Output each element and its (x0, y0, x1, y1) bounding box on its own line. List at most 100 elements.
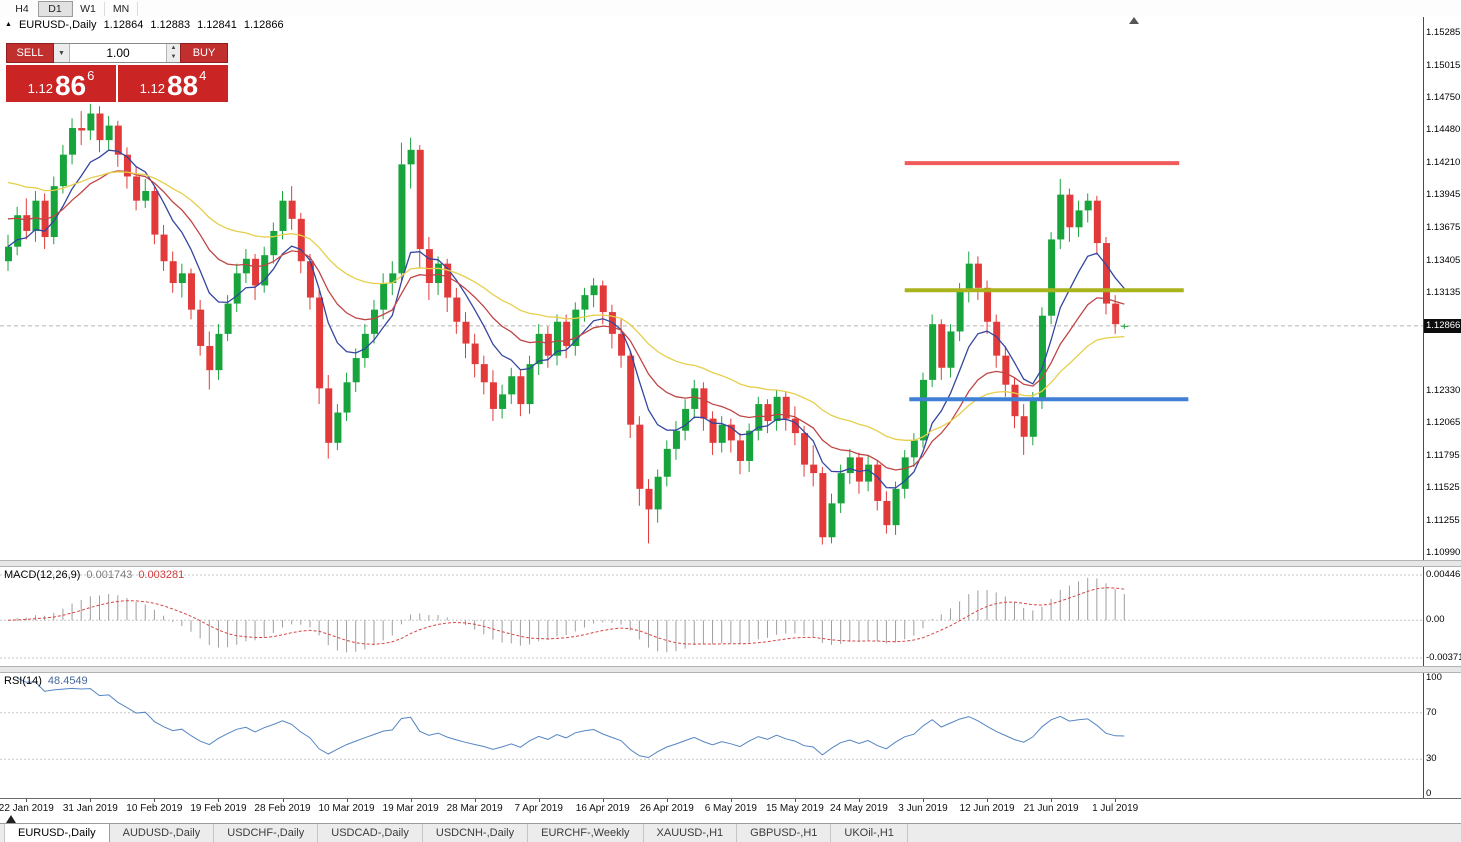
macd-axis-label: 0.004465 (1426, 569, 1461, 580)
ma-slow-line (7, 171, 1125, 441)
price-chart-pane[interactable]: ▲ EURUSD-,Daily 1.12864 1.12883 1.12841 … (0, 17, 1461, 560)
macd-histogram (16, 577, 1125, 653)
sell-price-pip: 6 (87, 68, 95, 83)
price-axis-label: 1.11525 (1426, 482, 1460, 494)
chart-tab-bar: EURUSD-,Daily AUDUSD-,Daily USDCHF-,Daily U… (0, 823, 1461, 842)
time-axis-label: 10 Feb 2019 (126, 803, 183, 814)
timeframe-button-w1[interactable]: W1 (72, 1, 105, 16)
time-axis-label: 19 Feb 2019 (190, 803, 247, 814)
time-axis-label: 31 Jan 2019 (62, 803, 118, 814)
price-axis-label: 1.11255 (1426, 514, 1460, 526)
chart-symbol-label: EURUSD-,Daily (18, 19, 97, 31)
pane-splitter[interactable] (0, 560, 1461, 567)
pane-splitter[interactable] (0, 666, 1461, 673)
time-axis-label: 1 Jul 2019 (1092, 803, 1139, 814)
volume-value[interactable]: 1.00 (106, 46, 130, 60)
ma-fast-line (7, 149, 1125, 489)
price-axis-label: 1.12065 (1426, 416, 1461, 428)
sell-button[interactable]: SELL (6, 43, 54, 63)
time-axis-label: 21 Jun 2019 (1023, 803, 1079, 814)
timeframe-button-mn[interactable]: MN (105, 1, 138, 16)
price-axis-label: 1.10990 (1426, 547, 1461, 558)
price-axis[interactable]: 1.15285 1.15015 1.14750 1.14480 1.14210 1.139… (1423, 17, 1461, 799)
chart-tab-eurusd-daily[interactable]: EURUSD-,Daily (5, 824, 110, 842)
buy-price-pip: 4 (199, 68, 207, 83)
chart-tab-ukoil-h1[interactable]: UKOil-,H1 (831, 824, 908, 842)
chart-tab-audusd-daily[interactable]: AUDUSD-,Daily (110, 824, 215, 842)
macd-main-value: 0.001743 (86, 569, 133, 581)
volume-spinner[interactable]: ▲ ▼ (166, 44, 180, 62)
price-axis-label: 1.14210 (1426, 157, 1461, 169)
candlestick-chart[interactable] (0, 17, 1423, 560)
chart-tab-usdcad-daily[interactable]: USDCAD-,Daily (318, 824, 423, 842)
buy-button[interactable]: BUY (180, 43, 228, 63)
time-axis-tick (282, 799, 284, 802)
time-axis-label: 28 Feb 2019 (254, 803, 311, 814)
buy-price-main: 88 (166, 70, 199, 102)
timeframe-button-d1[interactable]: D1 (38, 0, 73, 17)
chart-tab-xauusd-h1[interactable]: XAUUSD-,H1 (644, 824, 738, 842)
time-axis-tick (154, 799, 156, 802)
ma-mid-line (7, 170, 1125, 471)
time-axis-label: 26 Apr 2019 (639, 803, 694, 814)
time-axis-label: 10 Mar 2019 (318, 803, 375, 814)
time-axis-tick (26, 799, 28, 802)
price-axis-label: 1.14480 (1426, 124, 1461, 136)
candles-layer (5, 103, 1129, 545)
rsi-chart[interactable] (0, 673, 1423, 798)
chart-shift-marker-icon[interactable] (1129, 17, 1139, 24)
time-axis-label: 24 May 2019 (830, 803, 888, 814)
time-axis-tick (410, 799, 412, 802)
timeframe-button-h4[interactable]: H4 (6, 1, 39, 16)
macd-signal-value: 0.003281 (138, 569, 185, 581)
chart-tab-eurchf-weekly[interactable]: EURCHF-,Weekly (528, 824, 644, 842)
time-axis-tick (602, 799, 604, 802)
chart-tab-usdcnh-daily[interactable]: USDCNH-,Daily (423, 824, 529, 842)
price-axis-label: 1.13945 (1426, 189, 1461, 201)
chart-tab-gbpusd-h1[interactable]: GBPUSD-,H1 (737, 824, 832, 842)
time-axis-label: 3 Jun 2019 (898, 803, 948, 814)
sell-price-prefix: 1.12 (27, 81, 53, 96)
symbol-arrow-icon: ▲ (5, 21, 12, 28)
ohlc-close: 1.12866 (243, 19, 284, 31)
price-axis-label: 1.12330 (1426, 384, 1461, 396)
rsi-header: RSI(14) 48.4549 (4, 675, 88, 687)
macd-axis-label: -0.003715 (1426, 652, 1461, 663)
timeframe-toolbar: H4 D1 W1 MN (0, 0, 1461, 18)
buy-price-display[interactable]: 1.12 88 4 (118, 65, 228, 102)
spinner-up-icon[interactable]: ▲ (170, 45, 177, 51)
rsi-axis-label: 70 (1426, 706, 1437, 718)
chart-ohlc-header: ▲ EURUSD-,Daily 1.12864 1.12883 1.12841 … (5, 19, 284, 31)
volume-dropdown-arrow-icon[interactable]: ▼ (54, 44, 70, 62)
macd-header: MACD(12,26,9) 0.001743 0.003281 (4, 569, 184, 581)
time-axis-tick (794, 799, 796, 802)
macd-pane[interactable]: MACD(12,26,9) 0.001743 0.003281 (0, 567, 1461, 666)
time-axis-label: 15 May 2019 (765, 803, 824, 814)
rsi-axis-label: 100 (1426, 672, 1442, 683)
rsi-label: RSI(14) (4, 675, 42, 687)
ohlc-open: 1.12864 (103, 19, 144, 31)
spinner-down-icon[interactable]: ▼ (170, 54, 177, 60)
time-axis-label: 28 Mar 2019 (446, 803, 503, 814)
time-axis-tick (1051, 799, 1053, 802)
price-axis-label: 1.11795 (1426, 449, 1460, 461)
time-axis-tick (666, 799, 668, 802)
volume-input[interactable]: ▼ 1.00 ▲ ▼ (54, 43, 180, 63)
time-axis-tick (858, 799, 860, 802)
macd-axis-label: 0.00 (1426, 614, 1445, 626)
time-axis-tick (730, 799, 732, 802)
timeframe-buttons: H4 D1 W1 MN (6, 0, 138, 17)
rsi-pane[interactable]: RSI(14) 48.4549 (0, 673, 1461, 798)
macd-chart[interactable] (0, 567, 1423, 666)
time-axis[interactable]: 22 Jan 2019 31 Jan 2019 10 Feb 2019 19 Feb … (0, 798, 1461, 825)
time-axis-label: 19 Mar 2019 (382, 803, 439, 814)
ohlc-low: 1.12841 (197, 19, 237, 31)
sell-price-display[interactable]: 1.12 86 6 (6, 65, 116, 102)
time-axis-tick (1115, 799, 1117, 802)
chart-tab-usdchf-daily[interactable]: USDCHF-,Daily (214, 824, 319, 842)
time-axis-tick (923, 799, 924, 802)
tab-bar-spacer (0, 824, 5, 842)
rsi-axis-label: 0 (1426, 788, 1432, 799)
time-axis-label: 7 Apr 2019 (514, 803, 563, 814)
